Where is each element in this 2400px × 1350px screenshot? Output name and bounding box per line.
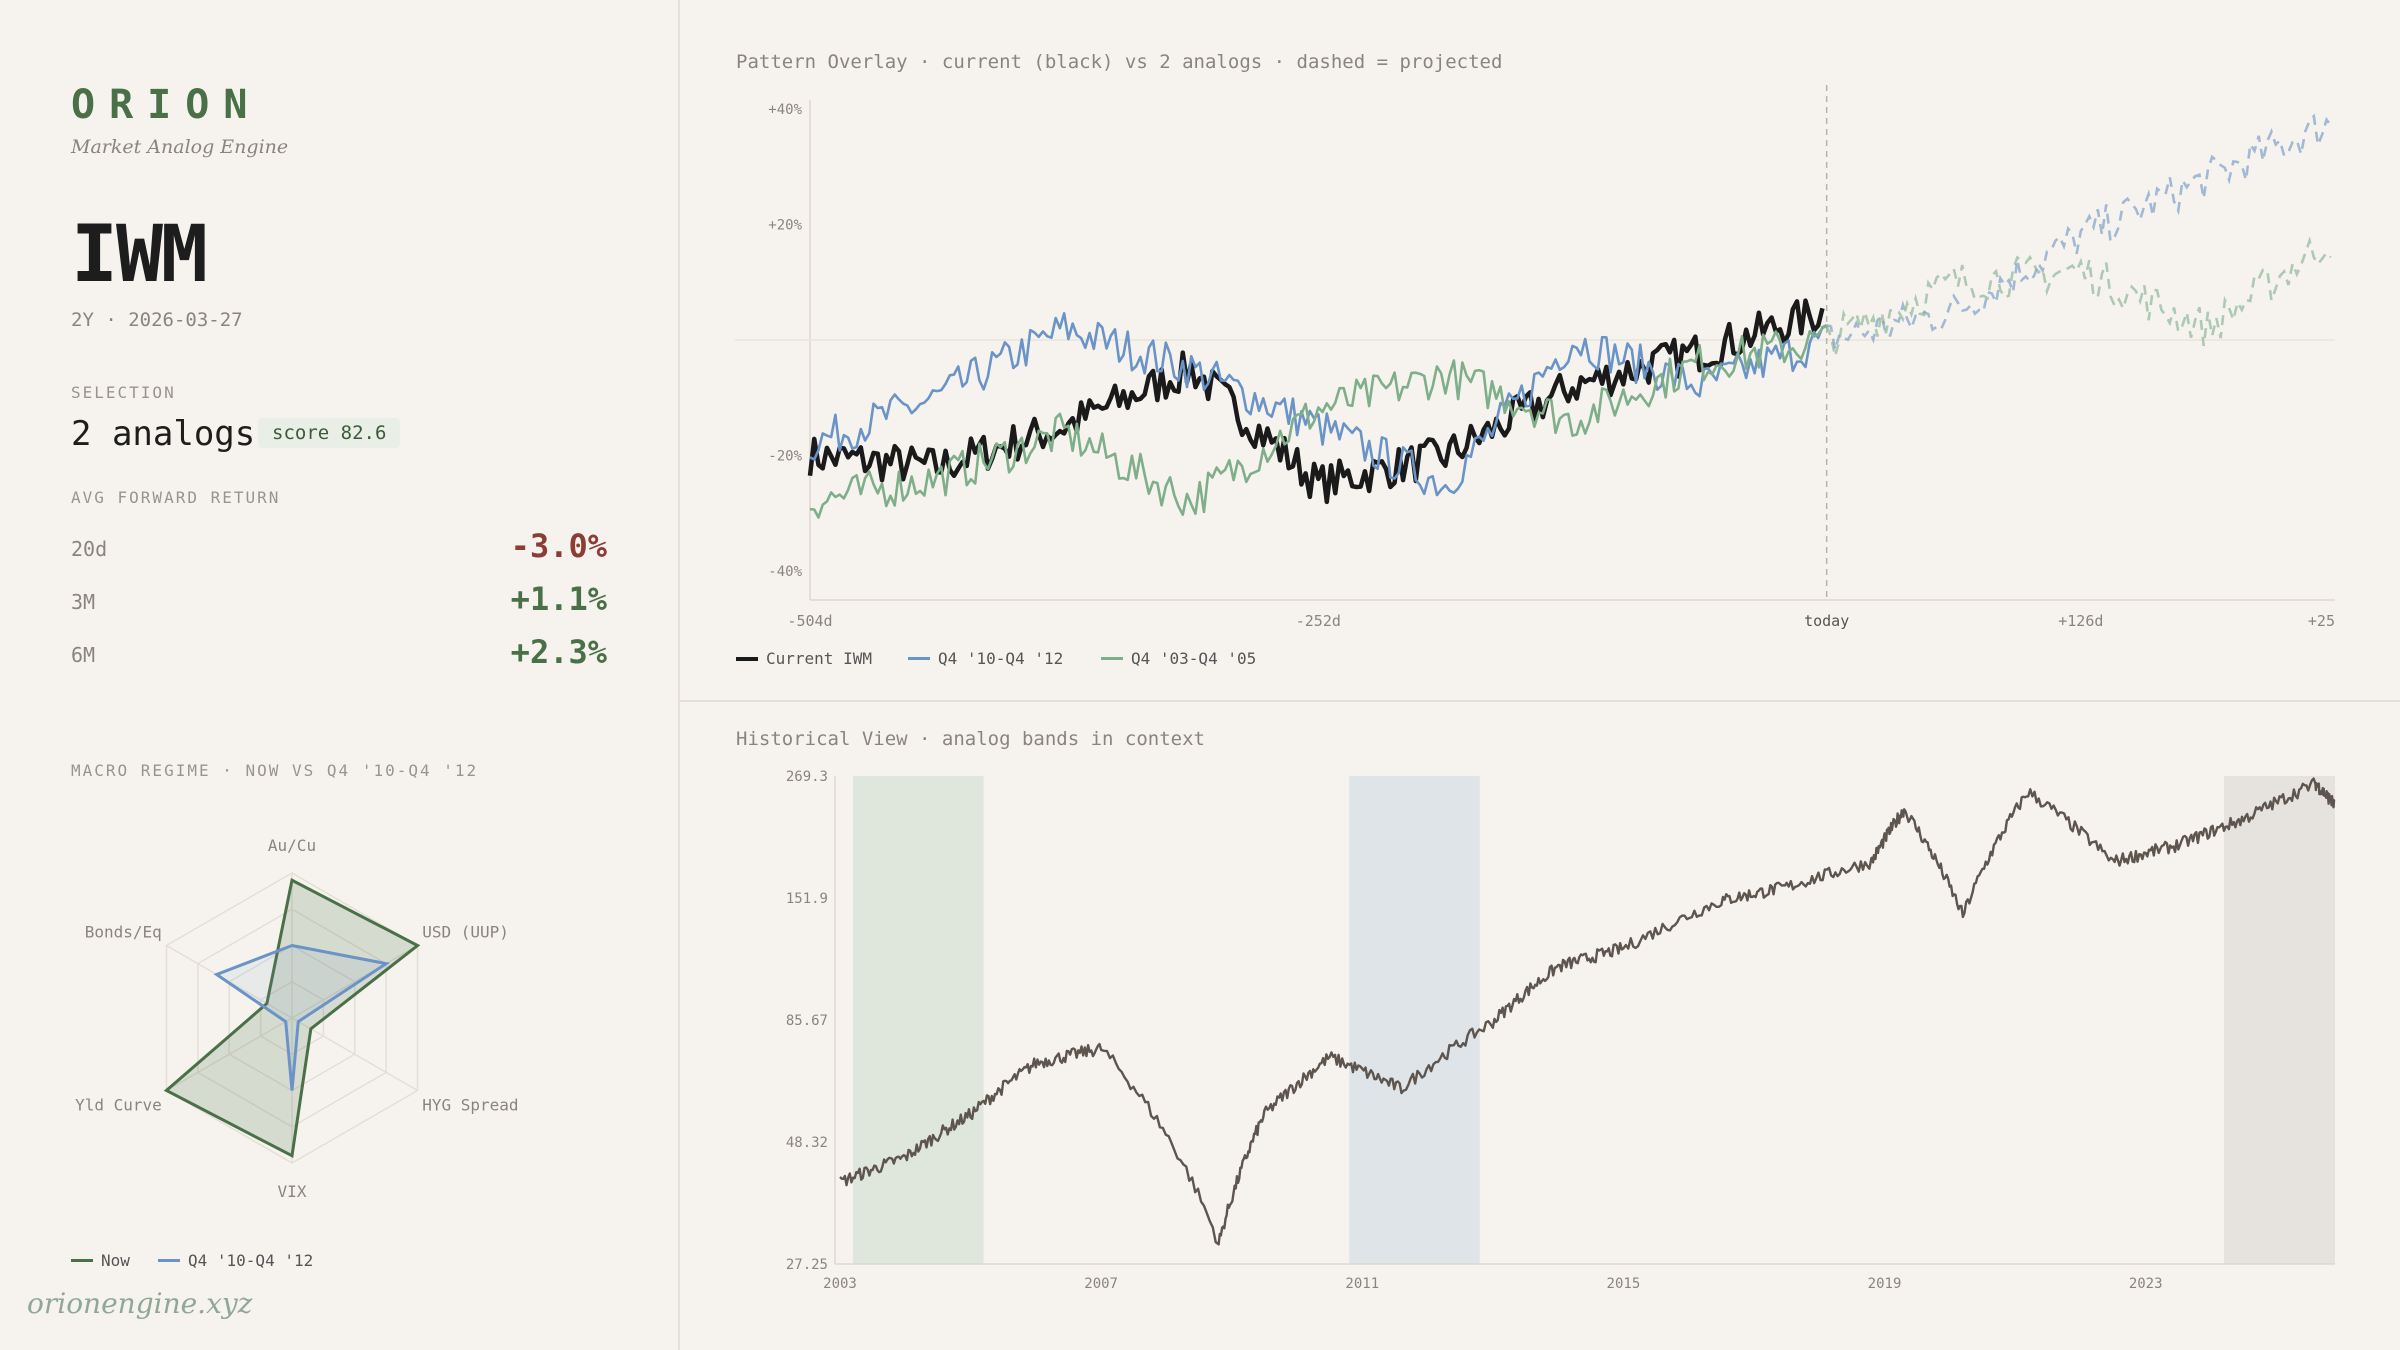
pattern-overlay-chart: +40% +20% -20% -40% -504d -252d today +126d +25 bbox=[735, 85, 2335, 630]
radar-axis-label: USD (UUP) bbox=[422, 923, 509, 942]
radar-axis-label: Bonds/Eq bbox=[85, 923, 162, 942]
overlay-title: Pattern Overlay · current (black) vs 2 a… bbox=[736, 51, 1503, 73]
legend-swatch bbox=[158, 1259, 180, 1262]
overlay-legend-analog-2010: Q4 '10-Q4 '12 bbox=[908, 649, 1063, 668]
radar-legend-analog: Q4 '10-Q4 '12 bbox=[158, 1251, 313, 1270]
return-row-6m: 6M +2.3% bbox=[71, 633, 607, 673]
overlay-series-line bbox=[807, 298, 1825, 505]
price-history-line bbox=[839, 777, 2336, 1246]
historical-view-chart: 269.3 151.9 85.67 48.32 27.25 2003 2007 2011 201… bbox=[786, 769, 2336, 1292]
legend-swatch bbox=[736, 656, 758, 661]
footer-link[interactable]: orionengine.xyz bbox=[27, 1287, 253, 1320]
return-value: +1.1% bbox=[510, 580, 607, 618]
history-y-tick: 85.67 bbox=[786, 1013, 828, 1029]
return-period: 6M bbox=[71, 643, 96, 667]
overlay-legend-analog-2003: Q4 '03-Q4 '05 bbox=[1101, 649, 1256, 668]
history-x-tick: 2007 bbox=[1084, 1276, 1118, 1292]
return-period: 3M bbox=[71, 590, 96, 614]
radar-axis-label: VIX bbox=[278, 1182, 307, 1201]
history-x-tick: 2019 bbox=[1868, 1276, 1902, 1292]
overlay-projection-line bbox=[1826, 113, 2332, 351]
history-y-tick: 48.32 bbox=[786, 1135, 828, 1151]
brand-tagline: Market Analog Engine bbox=[71, 136, 289, 158]
return-period: 20d bbox=[71, 537, 108, 561]
legend-label: Q4 '03-Q4 '05 bbox=[1131, 649, 1257, 668]
legend-swatch bbox=[71, 1259, 93, 1262]
analog-band bbox=[2224, 776, 2335, 1264]
overlay-series-line bbox=[809, 324, 1828, 519]
analog-band bbox=[853, 776, 984, 1264]
macro-regime-label: MACRO REGIME · NOW VS Q4 '10-Q4 '12 bbox=[71, 761, 479, 780]
radar-series-now bbox=[163, 878, 421, 1159]
ticker-symbol: IWM bbox=[71, 210, 208, 300]
overlay-y-tick: +20% bbox=[768, 217, 802, 233]
radar-axis-label: HYG Spread bbox=[422, 1096, 518, 1115]
overlay-series-line bbox=[809, 312, 1828, 497]
radar-axis-line bbox=[291, 1017, 418, 1092]
legend-swatch bbox=[908, 657, 930, 660]
overlay-x-tick: +126d bbox=[2058, 612, 2103, 630]
history-y-tick: 151.9 bbox=[786, 891, 828, 907]
panel-divider bbox=[680, 700, 2400, 702]
radar-axis-line bbox=[291, 944, 418, 1019]
overlay-x-tick: today bbox=[1804, 612, 1849, 630]
history-x-tick: 2023 bbox=[2129, 1276, 2163, 1292]
return-row-3m: 3M +1.1% bbox=[71, 580, 607, 620]
history-y-tick: 269.3 bbox=[786, 769, 828, 785]
legend-swatch bbox=[1101, 657, 1123, 660]
overlay-y-tick: +40% bbox=[768, 102, 802, 118]
selection-label: SELECTION bbox=[71, 383, 176, 402]
ticker-meta: 2Y · 2026-03-27 bbox=[71, 309, 243, 331]
overlay-y-tick: -20% bbox=[768, 449, 802, 465]
radar-series-analog bbox=[213, 943, 391, 1091]
sidebar: ORION Market Analog Engine IWM 2Y · 2026… bbox=[0, 0, 680, 1350]
history-title: Historical View · analog bands in contex… bbox=[736, 728, 1205, 750]
macro-radar-chart: Au/Cu USD (UUP) HYG Spread VIX Yld Curve Bond… bbox=[75, 836, 518, 1201]
radar-axis-label: Yld Curve bbox=[75, 1096, 162, 1115]
history-x-tick: 2011 bbox=[1345, 1276, 1379, 1292]
forward-return-label: AVG FORWARD RETURN bbox=[71, 488, 281, 507]
analog-band bbox=[1349, 776, 1480, 1264]
overlay-y-tick: -40% bbox=[768, 564, 802, 580]
radar-axis-line bbox=[166, 1017, 293, 1092]
analog-count[interactable]: 2 analogs bbox=[71, 414, 256, 454]
history-x-tick: 2003 bbox=[823, 1276, 857, 1292]
legend-label: Q4 '10-Q4 '12 bbox=[188, 1251, 314, 1270]
return-row-20d: 20d -3.0% bbox=[71, 527, 607, 567]
return-value: +2.3% bbox=[510, 633, 607, 671]
overlay-x-tick: -504d bbox=[787, 612, 832, 630]
overlay-x-tick: -252d bbox=[1296, 612, 1341, 630]
radar-axis-label: Au/Cu bbox=[268, 836, 316, 855]
overlay-x-tick: +25 bbox=[2308, 612, 2335, 630]
legend-label: Q4 '10-Q4 '12 bbox=[938, 649, 1064, 668]
legend-label: Current IWM bbox=[766, 649, 872, 668]
overlay-projection-line bbox=[1825, 236, 2332, 357]
overlay-legend-current: Current IWM bbox=[736, 649, 872, 668]
history-y-tick: 27.25 bbox=[786, 1257, 828, 1273]
score-badge: score 82.6 bbox=[258, 418, 401, 448]
radar-legend-now: Now bbox=[71, 1251, 130, 1270]
return-value: -3.0% bbox=[510, 527, 607, 565]
brand-logo: ORION bbox=[71, 82, 262, 128]
history-x-tick: 2015 bbox=[1607, 1276, 1641, 1292]
legend-label: Now bbox=[101, 1251, 130, 1270]
